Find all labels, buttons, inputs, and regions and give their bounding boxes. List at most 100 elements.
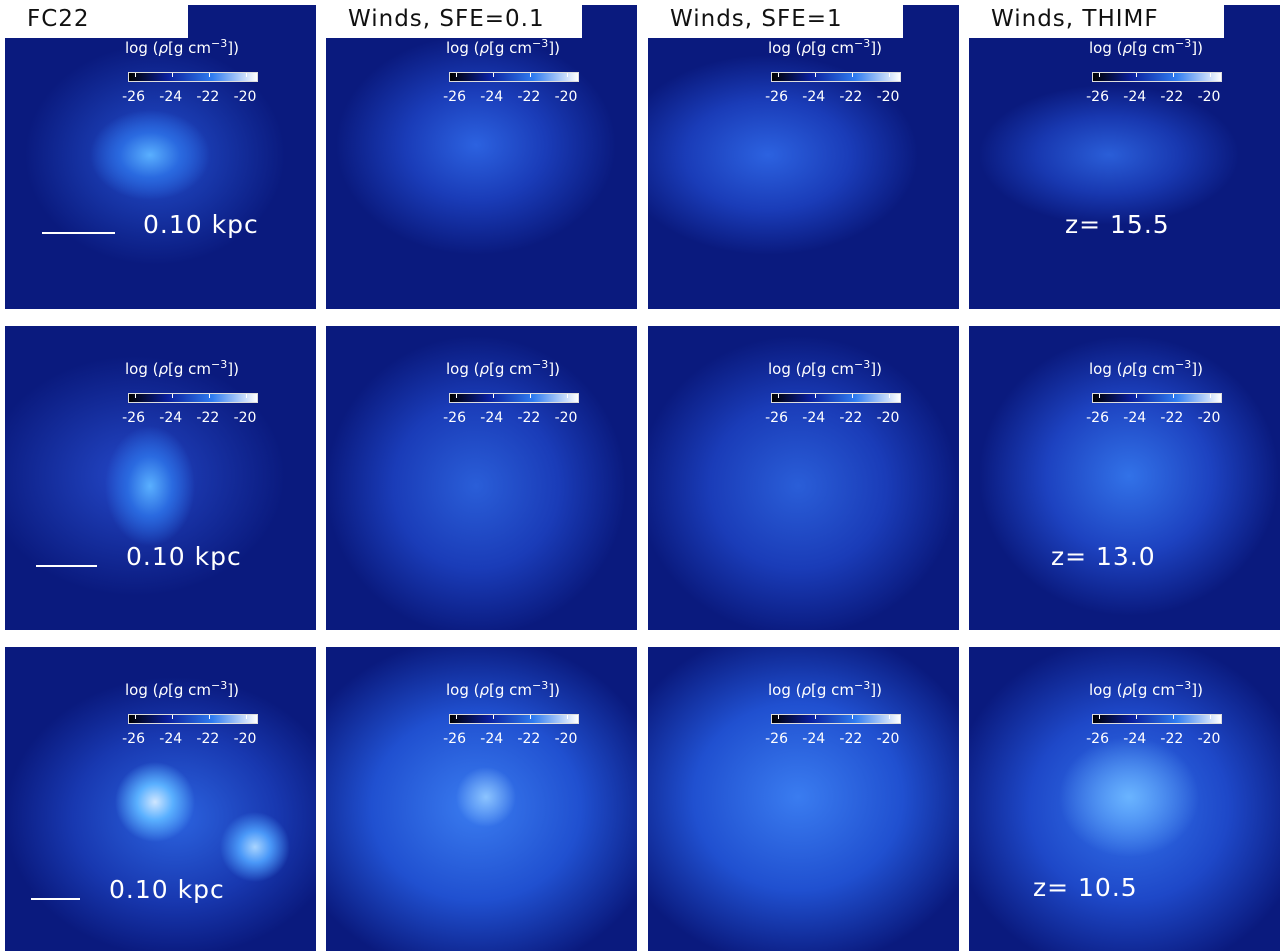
colorbar-tick bbox=[1172, 394, 1174, 398]
colorbar-label-unit: [g cm bbox=[489, 360, 533, 378]
colorbar bbox=[449, 393, 579, 403]
colorbar-label-exponent: −3 bbox=[854, 358, 871, 371]
colorbar-tick-label: -24 bbox=[480, 410, 504, 426]
colorbar-label-prefix: log ( bbox=[125, 39, 159, 57]
colorbar-tick-label: -20 bbox=[876, 731, 900, 747]
colorbar-tick-label: -26 bbox=[443, 89, 466, 105]
redshift-label: z= 13.0 bbox=[1051, 542, 1156, 571]
colorbar-tick-label: -26 bbox=[122, 410, 145, 426]
colorbar-label-symbol: ρ bbox=[479, 360, 490, 378]
colorbar-tick-label: -20 bbox=[233, 410, 257, 426]
colorbar-label-prefix: log ( bbox=[1089, 39, 1123, 57]
colorbar-label-exponent: −3 bbox=[211, 37, 228, 50]
colorbar-tick-label: -26 bbox=[443, 410, 466, 426]
colorbar-tick-label: -20 bbox=[1197, 89, 1221, 105]
colorbar-tick bbox=[1210, 715, 1211, 719]
colorbar-label-prefix: log ( bbox=[1089, 681, 1123, 699]
colorbar-tick-label: -22 bbox=[196, 89, 220, 105]
colorbar-label: log (ρ[g cm−3]) bbox=[768, 37, 882, 57]
colorbar-tick-label: -20 bbox=[233, 89, 257, 105]
colorbar-tick bbox=[208, 73, 210, 77]
colorbar-label-exponent: −3 bbox=[1175, 358, 1192, 371]
colorbar-tick-label: -24 bbox=[159, 410, 183, 426]
colorbar bbox=[449, 714, 579, 724]
colorbar-label-exponent: −3 bbox=[211, 358, 228, 371]
colorbar-tick bbox=[1135, 394, 1137, 398]
colorbar-tick-label: -22 bbox=[1160, 410, 1184, 426]
colorbar-tick-label: -22 bbox=[1160, 89, 1184, 105]
colorbar-tick bbox=[1098, 73, 1100, 77]
colorbar-label-symbol: ρ bbox=[158, 681, 169, 699]
colorbar-label-unit: [g cm bbox=[489, 39, 533, 57]
colorbar-label-symbol: ρ bbox=[158, 360, 169, 378]
colorbar-label-prefix: log ( bbox=[125, 681, 159, 699]
colorbar-tick bbox=[851, 715, 853, 719]
panel: log (ρ[g cm−3]) -26 -24 -22 -20 bbox=[326, 5, 637, 309]
colorbar bbox=[1092, 714, 1222, 724]
column-title: Winds, SFE=1 bbox=[648, 0, 903, 38]
colorbar-tick bbox=[246, 715, 247, 719]
colorbar-tick bbox=[1172, 73, 1174, 77]
colorbar-label-suffix: ]) bbox=[870, 39, 882, 57]
colorbar-tick bbox=[208, 715, 210, 719]
colorbar-label-exponent: −3 bbox=[532, 358, 549, 371]
colorbar-label-prefix: log ( bbox=[1089, 360, 1123, 378]
colorbar-tick-label: -24 bbox=[1123, 410, 1147, 426]
panel: log (ρ[g cm−3]) -26 -24 -22 -20 z= 10.5 bbox=[969, 647, 1280, 951]
colorbar-tick bbox=[208, 394, 210, 398]
colorbar-tick bbox=[851, 394, 853, 398]
colorbar-tick-label: -22 bbox=[1160, 731, 1184, 747]
colorbar-tick bbox=[889, 715, 890, 719]
colorbar-tick-label: -26 bbox=[765, 410, 788, 426]
colorbar-tick bbox=[529, 715, 531, 719]
colorbar-tick bbox=[171, 715, 173, 719]
colorbar-label-unit: [g cm bbox=[168, 681, 212, 699]
colorbar-tick-label: -22 bbox=[839, 731, 863, 747]
panel: log (ρ[g cm−3]) -26 -24 -22 -20 z= 15.5 bbox=[969, 5, 1280, 309]
colorbar bbox=[128, 72, 258, 82]
panel: log (ρ[g cm−3]) -26 -24 -22 -20 z= 13.0 bbox=[969, 326, 1280, 630]
scale-bar bbox=[36, 565, 97, 567]
colorbar-label: log (ρ[g cm−3]) bbox=[125, 679, 239, 699]
colorbar-label-unit: [g cm bbox=[1132, 681, 1176, 699]
panel: log (ρ[g cm−3]) -26 -24 -22 -20 bbox=[648, 326, 959, 630]
colorbar-label-suffix: ]) bbox=[1191, 39, 1203, 57]
colorbar-tick-label: -24 bbox=[159, 731, 183, 747]
colorbar-tick-label: -24 bbox=[1123, 89, 1147, 105]
colorbar-tick-label: -26 bbox=[765, 731, 788, 747]
scale-label: 0.10 kpc bbox=[143, 210, 259, 239]
colorbar-label: log (ρ[g cm−3]) bbox=[125, 37, 239, 57]
colorbar-label-symbol: ρ bbox=[479, 681, 490, 699]
colorbar-tick bbox=[1210, 394, 1211, 398]
colorbar-tick-label: -26 bbox=[765, 89, 788, 105]
colorbar-tick-label: -26 bbox=[1086, 731, 1109, 747]
colorbar bbox=[771, 714, 901, 724]
colorbar-tick-label: -24 bbox=[802, 410, 826, 426]
colorbar-label-unit: [g cm bbox=[811, 681, 855, 699]
colorbar-tick-label: -26 bbox=[122, 731, 145, 747]
colorbar-tick-label: -20 bbox=[554, 410, 578, 426]
colorbar-tick-label: -22 bbox=[517, 89, 541, 105]
colorbar-tick-label: -24 bbox=[1123, 731, 1147, 747]
colorbar-tick-label: -20 bbox=[876, 410, 900, 426]
colorbar bbox=[771, 393, 901, 403]
colorbar-tick-label: -22 bbox=[196, 731, 220, 747]
colorbar-tick bbox=[1135, 715, 1137, 719]
colorbar-label-suffix: ]) bbox=[548, 681, 560, 699]
colorbar-tick-label: -24 bbox=[802, 731, 826, 747]
colorbar-label-unit: [g cm bbox=[168, 360, 212, 378]
colorbar-tick bbox=[1098, 394, 1100, 398]
colorbar-tick bbox=[1210, 73, 1211, 77]
colorbar-label-suffix: ]) bbox=[1191, 360, 1203, 378]
colorbar-tick bbox=[171, 394, 173, 398]
colorbar-tick-label: -20 bbox=[233, 731, 257, 747]
column-title: Winds, THIMF bbox=[969, 0, 1224, 38]
colorbar-tick bbox=[134, 394, 136, 398]
colorbar-tick bbox=[1135, 73, 1137, 77]
panel: log (ρ[g cm−3]) -26 -24 -22 -20 bbox=[648, 5, 959, 309]
colorbar-label: log (ρ[g cm−3]) bbox=[446, 358, 560, 378]
colorbar-tick bbox=[567, 394, 568, 398]
colorbar-label: log (ρ[g cm−3]) bbox=[1089, 358, 1203, 378]
colorbar-tick-label: -20 bbox=[1197, 731, 1221, 747]
colorbar-label-symbol: ρ bbox=[801, 681, 812, 699]
